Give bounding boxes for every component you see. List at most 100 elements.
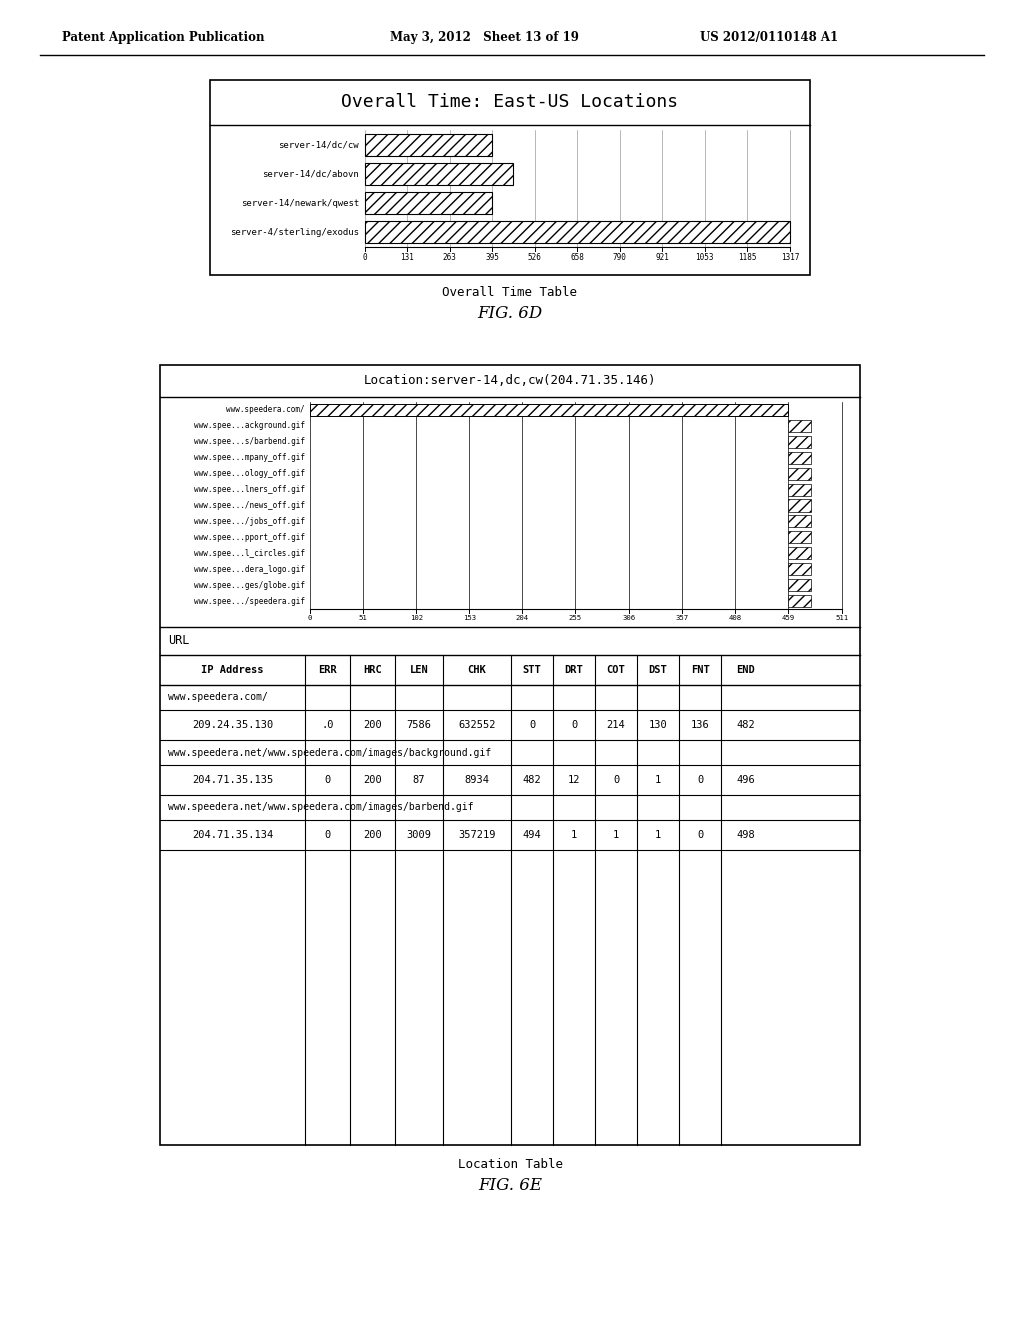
- Text: 255: 255: [569, 615, 582, 620]
- Text: 130: 130: [648, 719, 668, 730]
- Text: 263: 263: [443, 253, 457, 261]
- Text: 357: 357: [675, 615, 688, 620]
- Bar: [787, 531, 811, 544]
- Text: LEN: LEN: [410, 665, 428, 675]
- Text: Location Table: Location Table: [458, 1159, 562, 1172]
- Text: 408: 408: [728, 615, 741, 620]
- Text: server-14/dc/cw: server-14/dc/cw: [279, 140, 359, 149]
- Text: CHK: CHK: [468, 665, 486, 675]
- Bar: [787, 467, 811, 479]
- Text: 511: 511: [836, 615, 849, 620]
- Text: www.speedera.com/: www.speedera.com/: [226, 405, 305, 414]
- Text: 136: 136: [690, 719, 710, 730]
- Text: server-14/newark/qwest: server-14/newark/qwest: [241, 198, 359, 207]
- Text: Overall Time Table: Overall Time Table: [442, 286, 578, 300]
- Text: 204: 204: [516, 615, 529, 620]
- Text: IP Address: IP Address: [202, 665, 264, 675]
- Text: Patent Application Publication: Patent Application Publication: [62, 30, 264, 44]
- Text: 8934: 8934: [465, 775, 489, 785]
- Text: 0: 0: [570, 719, 578, 730]
- Text: 0: 0: [325, 830, 331, 840]
- Bar: [787, 579, 811, 591]
- Text: 1317: 1317: [780, 253, 800, 261]
- Text: server-14/dc/abovn: server-14/dc/abovn: [262, 169, 359, 178]
- Text: www.spee...ackground.gif: www.spee...ackground.gif: [194, 421, 305, 430]
- Text: 357219: 357219: [459, 830, 496, 840]
- Text: HRC: HRC: [364, 665, 382, 675]
- Text: 204.71.35.134: 204.71.35.134: [191, 830, 273, 840]
- Text: www.spee...ology_off.gif: www.spee...ology_off.gif: [194, 469, 305, 478]
- Text: 0: 0: [362, 253, 368, 261]
- Text: www.spee...dera_logo.gif: www.spee...dera_logo.gif: [194, 565, 305, 574]
- Text: www.spee...l_circles.gif: www.spee...l_circles.gif: [194, 549, 305, 558]
- Bar: [787, 595, 811, 607]
- Text: www.spee...mpany_off.gif: www.spee...mpany_off.gif: [194, 453, 305, 462]
- Bar: [787, 515, 811, 528]
- Text: 1185: 1185: [738, 253, 757, 261]
- Text: 12: 12: [567, 775, 581, 785]
- Text: 632552: 632552: [459, 719, 496, 730]
- Text: www.speedera.net/www.speedera.com/images/background.gif: www.speedera.net/www.speedera.com/images…: [168, 747, 492, 758]
- Text: FIG. 6D: FIG. 6D: [477, 305, 543, 322]
- Bar: [160, 366, 860, 1144]
- Text: 209.24.35.130: 209.24.35.130: [191, 719, 273, 730]
- Text: 102: 102: [410, 615, 423, 620]
- Text: 1: 1: [613, 830, 620, 840]
- Bar: [310, 404, 787, 416]
- Text: 482: 482: [736, 719, 755, 730]
- Text: www.spee...lners_off.gif: www.spee...lners_off.gif: [194, 484, 305, 494]
- Text: 658: 658: [570, 253, 585, 261]
- Text: DRT: DRT: [564, 665, 584, 675]
- Text: Overall Time: East-US Locations: Overall Time: East-US Locations: [341, 92, 679, 111]
- Text: server-4/sterling/exodus: server-4/sterling/exodus: [230, 228, 359, 236]
- Text: 306: 306: [622, 615, 635, 620]
- Text: 0: 0: [613, 775, 620, 785]
- Text: www.spee.../speedera.gif: www.spee.../speedera.gif: [194, 597, 305, 606]
- Text: 131: 131: [400, 253, 415, 261]
- Text: 0: 0: [697, 830, 703, 840]
- Text: 494: 494: [522, 830, 542, 840]
- Text: 395: 395: [485, 253, 500, 261]
- Text: 200: 200: [364, 719, 382, 730]
- Text: www.spee...pport_off.gif: www.spee...pport_off.gif: [194, 533, 305, 541]
- Text: www.spee.../jobs_off.gif: www.spee.../jobs_off.gif: [194, 517, 305, 525]
- Text: 214: 214: [606, 719, 626, 730]
- Bar: [787, 420, 811, 432]
- Bar: [787, 451, 811, 463]
- Text: STT: STT: [522, 665, 542, 675]
- Text: 921: 921: [655, 253, 669, 261]
- Text: May 3, 2012   Sheet 13 of 19: May 3, 2012 Sheet 13 of 19: [390, 30, 579, 44]
- Text: 200: 200: [364, 830, 382, 840]
- Text: 3009: 3009: [407, 830, 431, 840]
- Text: 51: 51: [358, 615, 368, 620]
- Text: www.spee...s/barbend.gif: www.spee...s/barbend.gif: [194, 437, 305, 446]
- Text: 0: 0: [528, 719, 536, 730]
- Text: 526: 526: [527, 253, 542, 261]
- Text: 1: 1: [570, 830, 578, 840]
- Text: 496: 496: [736, 775, 755, 785]
- Bar: [365, 191, 493, 214]
- Text: 1: 1: [655, 775, 662, 785]
- Text: .0: .0: [322, 719, 334, 730]
- Bar: [787, 499, 811, 512]
- Text: COT: COT: [606, 665, 626, 675]
- Text: 0: 0: [697, 775, 703, 785]
- Text: 1: 1: [655, 830, 662, 840]
- Text: 790: 790: [613, 253, 627, 261]
- Text: END: END: [736, 665, 755, 675]
- Text: Location:server-14,dc,cw(204.71.35.146): Location:server-14,dc,cw(204.71.35.146): [364, 375, 656, 388]
- Text: FNT: FNT: [690, 665, 710, 675]
- Text: URL: URL: [168, 635, 189, 648]
- Text: DST: DST: [648, 665, 668, 675]
- Text: 459: 459: [781, 615, 795, 620]
- Text: US 2012/0110148 A1: US 2012/0110148 A1: [700, 30, 838, 44]
- Text: 1053: 1053: [695, 253, 714, 261]
- Text: 200: 200: [364, 775, 382, 785]
- Text: 0: 0: [308, 615, 312, 620]
- Text: www.spee...ges/globe.gif: www.spee...ges/globe.gif: [194, 581, 305, 590]
- Bar: [365, 222, 790, 243]
- Text: 153: 153: [463, 615, 476, 620]
- Text: 204.71.35.135: 204.71.35.135: [191, 775, 273, 785]
- Text: 0: 0: [325, 775, 331, 785]
- Text: www.spee.../news_off.gif: www.spee.../news_off.gif: [194, 502, 305, 510]
